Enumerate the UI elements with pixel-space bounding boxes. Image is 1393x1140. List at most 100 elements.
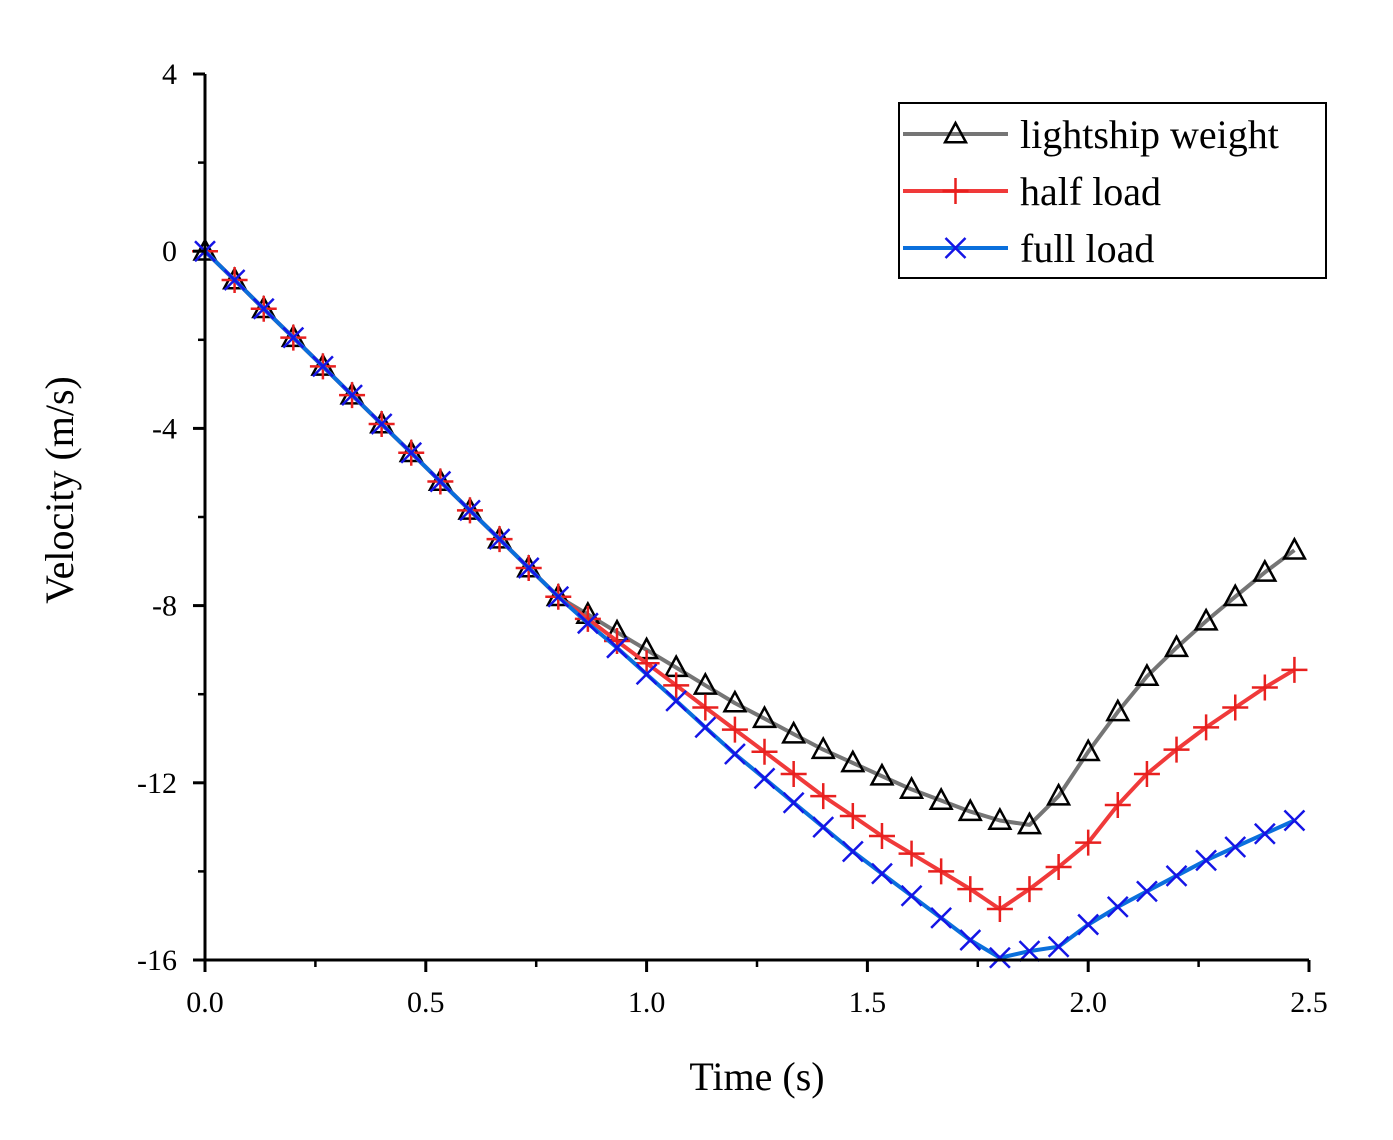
series-half-load <box>192 238 1308 923</box>
y-tick-label: 4 <box>162 58 177 91</box>
data-point <box>547 585 570 608</box>
data-point <box>1281 656 1308 683</box>
data-point <box>1165 864 1188 887</box>
data-point <box>722 689 748 713</box>
data-point <box>869 762 895 786</box>
data-point <box>898 840 925 867</box>
data-point <box>1075 829 1102 856</box>
data-point <box>517 557 540 579</box>
data-point <box>942 178 969 204</box>
data-point <box>899 775 925 799</box>
data-point <box>1134 662 1160 686</box>
data-point <box>1193 714 1220 741</box>
data-point <box>928 786 954 811</box>
axes: 0.0 0.5 1.0 1.5 2.0 2.5 4 0 -4 -8 -12 -16 <box>137 58 1328 1019</box>
data-point <box>782 791 805 814</box>
y-tick-label: -12 <box>137 767 177 800</box>
data-point <box>810 735 836 760</box>
data-point <box>812 816 835 838</box>
data-point <box>957 876 984 903</box>
data-point <box>665 689 688 712</box>
data-point <box>1251 674 1278 701</box>
data-point <box>724 743 746 765</box>
data-point <box>606 636 628 659</box>
series-full-load <box>194 240 1306 969</box>
data-point <box>1163 634 1190 658</box>
data-point <box>1016 876 1043 903</box>
data-point <box>810 783 837 810</box>
data-point <box>900 884 923 907</box>
legend-entry: lightship weight <box>903 112 1279 157</box>
data-point <box>692 671 718 695</box>
data-point <box>1281 536 1307 560</box>
legend-entry: full load <box>903 226 1154 271</box>
data-point <box>753 767 776 790</box>
data-point <box>1253 822 1276 845</box>
data-point <box>1105 698 1131 722</box>
data-point <box>692 694 719 721</box>
data-point <box>282 326 305 349</box>
data-point <box>721 716 748 743</box>
data-point <box>488 528 511 551</box>
data-point <box>576 612 599 635</box>
series-lightship-weight <box>192 237 1307 835</box>
data-point <box>1016 811 1043 835</box>
data-point <box>635 663 658 686</box>
x-tick-label: 1.0 <box>628 986 666 1019</box>
y-tick-label: -4 <box>152 412 177 445</box>
data-point <box>751 704 778 729</box>
data-point <box>341 384 363 407</box>
legend-label: full load <box>1020 226 1154 271</box>
data-point <box>841 840 864 863</box>
data-point <box>987 806 1013 830</box>
series-line <box>203 249 1296 912</box>
data-point <box>944 237 967 259</box>
data-point <box>429 470 452 493</box>
data-point <box>1075 738 1101 762</box>
data-point <box>370 413 393 435</box>
data-point <box>1046 782 1072 806</box>
y-axis-title: Velocity (m/s) <box>37 376 82 604</box>
data-point <box>986 896 1013 923</box>
legend-label: lightship weight <box>1020 112 1279 157</box>
data-point <box>312 355 334 378</box>
data-point <box>868 822 895 849</box>
data-point <box>1077 913 1100 936</box>
data-point <box>459 499 481 522</box>
x-axis-title: Time (s) <box>689 1054 824 1099</box>
data-point <box>957 797 983 822</box>
data-point <box>988 946 1011 969</box>
data-point <box>1133 760 1160 787</box>
data-point <box>1163 736 1190 763</box>
data-point <box>871 862 893 885</box>
data-point <box>1045 853 1072 880</box>
data-point <box>574 605 601 632</box>
data-point <box>959 929 982 951</box>
data-point <box>1222 694 1249 721</box>
data-point <box>1224 836 1247 858</box>
data-point <box>252 297 275 320</box>
y-tick-label: -16 <box>137 944 177 977</box>
data-point <box>1104 791 1131 818</box>
data-point <box>1193 607 1219 631</box>
series-line <box>203 249 1296 960</box>
legend: lightship weight half load full load <box>898 102 1327 279</box>
plot-area <box>192 237 1308 969</box>
data-point <box>781 720 807 744</box>
x-tick-label: 2.0 <box>1069 986 1107 1019</box>
data-point <box>1195 849 1217 872</box>
data-point <box>928 858 955 885</box>
data-point <box>1136 880 1158 903</box>
data-point <box>1283 809 1306 832</box>
data-point <box>839 803 866 830</box>
x-tick-label: 1.5 <box>849 986 887 1019</box>
legend-label: half load <box>1020 169 1161 214</box>
data-point <box>840 749 866 773</box>
data-point <box>1252 558 1278 582</box>
data-point <box>663 672 690 699</box>
legend-entry: half load <box>903 169 1161 214</box>
data-point <box>751 738 778 765</box>
y-tick-label: -8 <box>152 590 177 623</box>
x-tick-label: 0.0 <box>186 986 224 1019</box>
